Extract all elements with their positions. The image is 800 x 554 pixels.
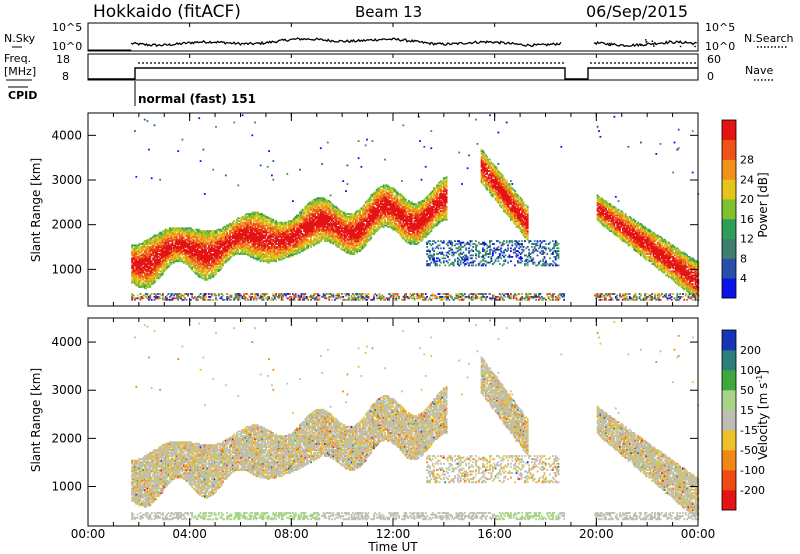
colorbar-tick: 8 (740, 252, 747, 265)
y-tick-label: 4000 (51, 335, 82, 349)
velocity-colorbar-label-end: ] (756, 370, 770, 375)
time-axis-label: Time UT (367, 540, 418, 554)
colorbar-swatch (722, 370, 736, 390)
colorbar-swatch (722, 120, 736, 140)
y-tick-label: 2000 (51, 431, 82, 445)
colorbar-swatch (722, 179, 736, 199)
y-tick-label: 2000 (51, 218, 82, 232)
velocity-colorbar-label-main: Velocity [m s (756, 383, 770, 460)
noise-left-tick-top: 10^5 (52, 21, 82, 34)
colorbar-tick: -200 (740, 484, 765, 497)
colorbar-tick: 15 (740, 404, 754, 417)
colorbar-swatch (722, 239, 736, 259)
x-tick-label: 08:00 (274, 527, 309, 541)
noise-search-label: N.Search (744, 32, 794, 45)
freq-tick-top: 18 (56, 53, 70, 66)
freq-label-2: [MHz] (4, 65, 36, 78)
noise-right-tick-top: 10^5 (705, 21, 735, 34)
power-y-label: Slant Range [km] (29, 158, 43, 262)
power-colorbar: 4 8 12 16 20 24 28 (722, 120, 754, 298)
beam-title: Beam 13 (355, 3, 422, 21)
colorbar-swatch (722, 450, 736, 470)
noise-sky-trace (88, 38, 697, 50)
y-tick-label: 1000 (51, 262, 82, 276)
nave-tick-top: 60 (707, 53, 721, 66)
colorbar-tick: 16 (740, 213, 754, 226)
noise-panel-frame (88, 23, 698, 51)
noise-sky-label: N.Sky (4, 32, 36, 45)
colorbar-tick: -100 (740, 464, 765, 477)
colorbar-swatch (722, 350, 736, 370)
noise-left-tick-bottom: 10^0 (52, 40, 82, 53)
cpid-program: normal (fast) 151 (138, 92, 256, 106)
colorbar-swatch (722, 160, 736, 180)
colorbar-swatch (722, 258, 736, 278)
colorbar-tick: 50 (740, 384, 754, 397)
colorbar-swatch (722, 430, 736, 450)
x-tick-label: 20:00 (579, 527, 614, 541)
colorbar-tick: 200 (740, 344, 761, 357)
colorbar-swatch (722, 330, 736, 350)
velocity-colorbar-label: Velocity [m s-1] (755, 370, 770, 460)
x-tick-label: 12:00 (376, 527, 411, 541)
x-tick-label: 00:00 (681, 527, 716, 541)
colorbar-tick: 4 (740, 272, 747, 285)
nave-tick-bottom: 0 (707, 70, 714, 83)
y-tick-label: 3000 (51, 383, 82, 397)
freq-tick-bottom: 8 (62, 70, 69, 83)
colorbar-swatch (722, 140, 736, 160)
freq-trace (88, 63, 698, 79)
radar-title: Hokkaido (fitACF) (93, 2, 241, 22)
x-tick-label: 16:00 (477, 527, 512, 541)
colorbar-swatch (722, 410, 736, 430)
colorbar-swatch (722, 219, 736, 239)
colorbar-swatch (722, 470, 736, 490)
plot-canvas: Hokkaido (fitACF) Beam 13 06/Sep/2015 N.… (0, 0, 800, 554)
velocity-colorbar-label-sup: -1 (755, 375, 764, 383)
colorbar-swatch (722, 490, 736, 510)
y-tick-label: 3000 (51, 173, 82, 187)
y-tick-label: 1000 (51, 480, 82, 494)
colorbar-swatch (722, 199, 736, 219)
colorbar-tick: 12 (740, 233, 754, 246)
nave-label: Nave (745, 64, 773, 77)
power-colorbar-label: Power [dB] (756, 172, 770, 237)
velocity-y-label: Slant Range [km] (29, 368, 43, 472)
colorbar-tick: 24 (740, 173, 754, 186)
x-tick-label: 04:00 (172, 527, 207, 541)
superdarn-summary-plot: Hokkaido (fitACF) Beam 13 06/Sep/2015 N.… (0, 0, 800, 554)
y-tick-label: 4000 (51, 128, 82, 142)
cpid-label: CPID (8, 89, 37, 102)
noise-right-tick-bottom: 10^0 (705, 40, 735, 53)
velocity-heatmap (131, 320, 699, 521)
colorbar-tick: 20 (740, 193, 754, 206)
date-title: 06/Sep/2015 (586, 2, 688, 21)
freq-label-1: Freq. (4, 52, 31, 65)
x-tick-label: 00:00 (71, 527, 106, 541)
colorbar-swatch (722, 390, 736, 410)
colorbar-tick: 28 (740, 154, 754, 167)
power-heatmap (131, 114, 699, 300)
colorbar-swatch (722, 278, 736, 298)
